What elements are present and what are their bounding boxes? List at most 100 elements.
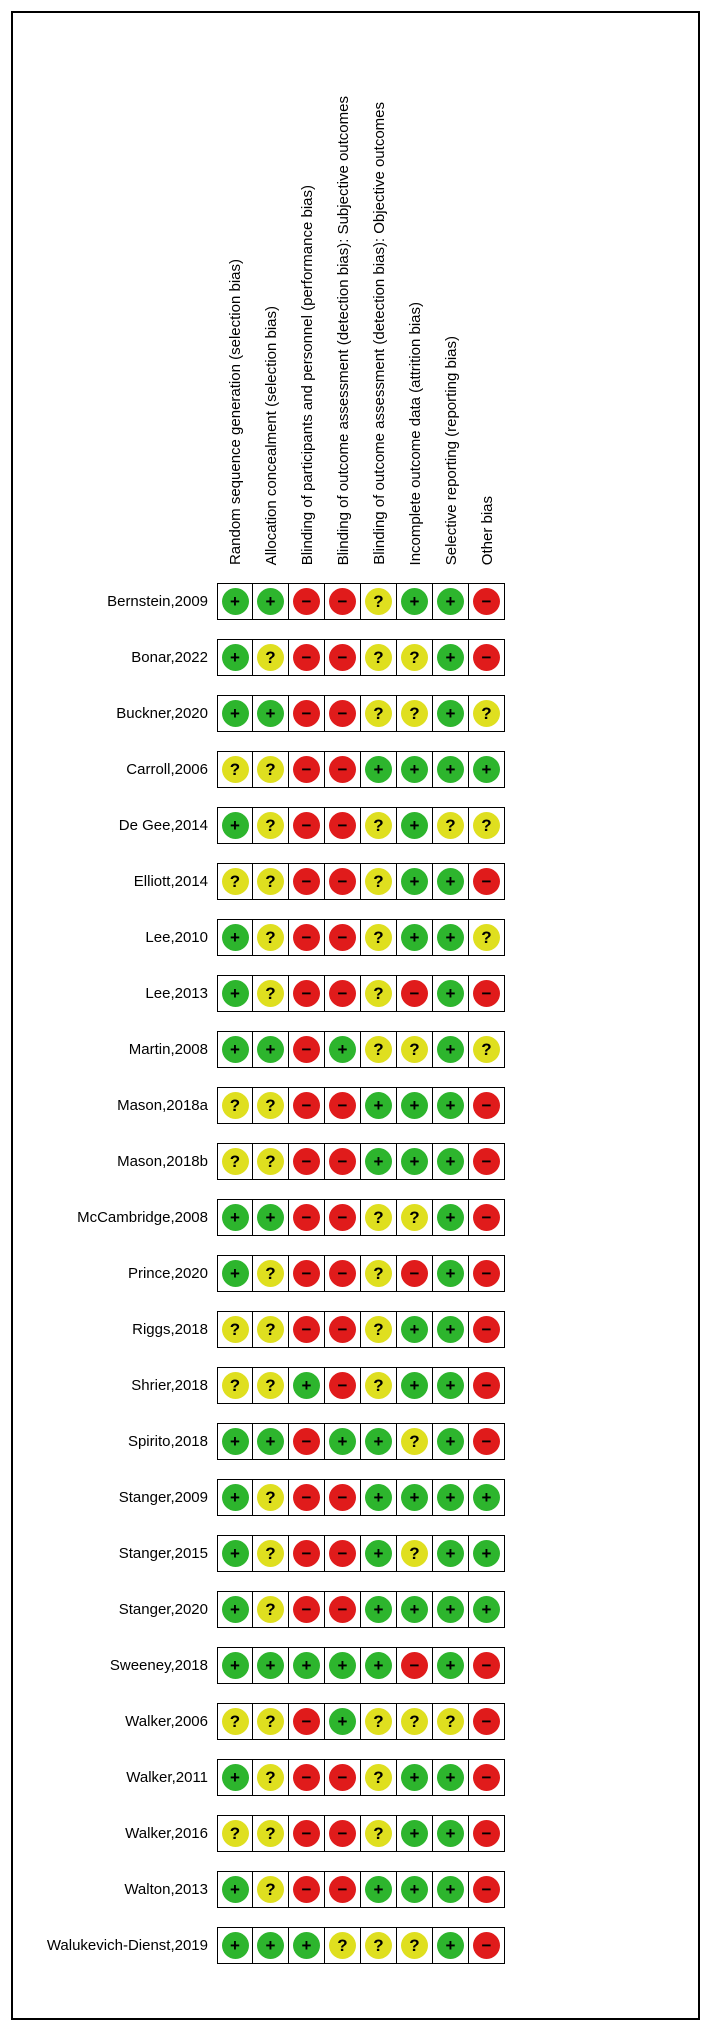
- judgment-cells: +? − − + + + +: [217, 1479, 505, 1516]
- study-label: Lee,2010: [145, 929, 208, 946]
- judgment-circle: +: [221, 812, 249, 839]
- judgment-cells: + + + + + − + −: [217, 1647, 505, 1684]
- study-label: Walukevich-Dienst,2019: [46, 1937, 208, 1954]
- bias-cell: ?: [217, 1703, 253, 1740]
- study-row: Bernstein,2009 + + − −? + + −: [17, 583, 505, 620]
- judgment-circle: −: [329, 1260, 356, 1287]
- bias-cell: ?: [253, 1591, 289, 1628]
- column-header: Blinding of participants and personnel (…: [289, 33, 325, 573]
- judgment-circle: +: [221, 980, 249, 1007]
- judgment-cells: ?? − −? + + −: [217, 1311, 505, 1348]
- judgment-circle: +: [401, 1596, 428, 1623]
- judgment-cells: +? − − + + + +: [217, 1591, 505, 1628]
- judgment-circle: ?: [365, 1260, 392, 1287]
- judgment-circle: −: [473, 1148, 500, 1175]
- judgment-circle: +: [221, 1428, 249, 1455]
- judgment-circle: −: [473, 1820, 500, 1847]
- judgment-circle: −: [329, 644, 356, 671]
- judgment-circle: +: [365, 1148, 392, 1175]
- study-row: Lee,2013 +? − −? − + −: [17, 975, 505, 1012]
- judgment-circle: ?: [221, 1092, 249, 1119]
- figure-border: Random sequence generation (selection bi…: [11, 11, 700, 2020]
- bias-cell: ?: [217, 1815, 253, 1852]
- judgment-circle: +: [401, 1372, 428, 1399]
- bias-cell: −: [325, 751, 361, 788]
- judgment-circle: −: [293, 1092, 320, 1119]
- bias-cell: ?: [253, 807, 289, 844]
- judgment-circle: +: [221, 644, 249, 671]
- judgment-circle: −: [329, 1092, 356, 1119]
- bias-cell: −: [469, 1199, 505, 1236]
- judgment-circle: −: [473, 980, 500, 1007]
- judgment-circle: −: [473, 1428, 500, 1455]
- study-row: McCambridge,2008 + + − −?? + −: [17, 1199, 505, 1236]
- judgment-cells: +? − −? + +?: [217, 919, 505, 956]
- judgment-circle: +: [293, 1932, 320, 1959]
- judgment-cells: +? − −?? + −: [217, 639, 505, 676]
- judgment-circle: −: [293, 1596, 320, 1623]
- judgment-circle: −: [473, 1876, 500, 1903]
- study-row: Mason,2018a?? − − + + + −: [17, 1087, 505, 1124]
- bias-cell: +: [217, 1591, 253, 1628]
- judgment-circle: +: [437, 644, 464, 671]
- bias-cell: +: [433, 1535, 469, 1572]
- judgment-circle: +: [221, 924, 249, 951]
- bias-cell: −: [325, 583, 361, 620]
- judgment-circle: ?: [221, 1148, 249, 1175]
- bias-cell: +: [433, 1647, 469, 1684]
- bias-cell: +: [361, 1423, 397, 1460]
- bias-cell: +: [253, 1199, 289, 1236]
- bias-cell: +: [469, 751, 505, 788]
- judgment-circle: ?: [401, 1204, 428, 1231]
- bias-cell: +: [289, 1647, 325, 1684]
- bias-cell: −: [469, 975, 505, 1012]
- judgment-circle: −: [293, 1484, 320, 1511]
- judgment-cells: + + − +?? +?: [217, 1031, 505, 1068]
- judgment-circle: −: [473, 1204, 500, 1231]
- bias-cell: ?: [397, 1703, 433, 1740]
- bias-cell: +: [397, 1759, 433, 1796]
- bias-cell: +: [217, 1535, 253, 1572]
- judgment-circle: ?: [473, 924, 500, 951]
- judgment-circle: −: [329, 868, 356, 895]
- bias-cell: −: [325, 1367, 361, 1404]
- bias-cell: +: [433, 1199, 469, 1236]
- judgment-circle: −: [293, 1428, 320, 1455]
- column-header-label: Random sequence generation (selection bi…: [226, 258, 244, 565]
- bias-cell: +: [253, 1031, 289, 1068]
- judgment-circle: −: [293, 1820, 320, 1847]
- bias-cell: ?: [325, 1927, 361, 1964]
- study-label: Stanger,2009: [118, 1489, 208, 1506]
- bias-cell: −: [325, 807, 361, 844]
- bias-cell: +: [217, 1199, 253, 1236]
- study-row: Stanger,2020 +? − − + + + +: [17, 1591, 505, 1628]
- study-row: Shrier,2018?? + −? + + −: [17, 1367, 505, 1404]
- judgment-circle: ?: [365, 868, 392, 895]
- bias-cell: ?: [361, 1759, 397, 1796]
- judgment-circle: +: [437, 1372, 464, 1399]
- judgment-cells: ?? − − + + + +: [217, 751, 505, 788]
- study-row: Mason,2018b?? − − + + + −: [17, 1143, 505, 1180]
- judgment-circle: ?: [473, 700, 500, 727]
- bias-cell: ?: [253, 751, 289, 788]
- judgment-circle: ?: [257, 868, 284, 895]
- judgment-circle: ?: [437, 812, 464, 839]
- bias-cell: +: [217, 1479, 253, 1516]
- judgment-circle: ?: [401, 1932, 428, 1959]
- bias-cell: −: [289, 1871, 325, 1908]
- judgment-circle: +: [437, 1876, 464, 1903]
- judgment-cells: ?? − − + + + −: [217, 1143, 505, 1180]
- judgment-circle: −: [401, 980, 428, 1007]
- bias-cell: −: [469, 1367, 505, 1404]
- judgment-cells: ?? + −? + + −: [217, 1367, 505, 1404]
- judgment-circle: +: [437, 1092, 464, 1119]
- judgment-circle: +: [401, 1316, 428, 1343]
- bias-cell: −: [469, 1311, 505, 1348]
- judgment-cells: + + − −?? + −: [217, 1199, 505, 1236]
- bias-cell: −: [325, 919, 361, 956]
- judgment-circle: +: [257, 1932, 284, 1959]
- bias-cell: +: [433, 751, 469, 788]
- bias-cell: −: [289, 1535, 325, 1572]
- judgment-circle: ?: [257, 812, 284, 839]
- judgment-circle: ?: [473, 812, 500, 839]
